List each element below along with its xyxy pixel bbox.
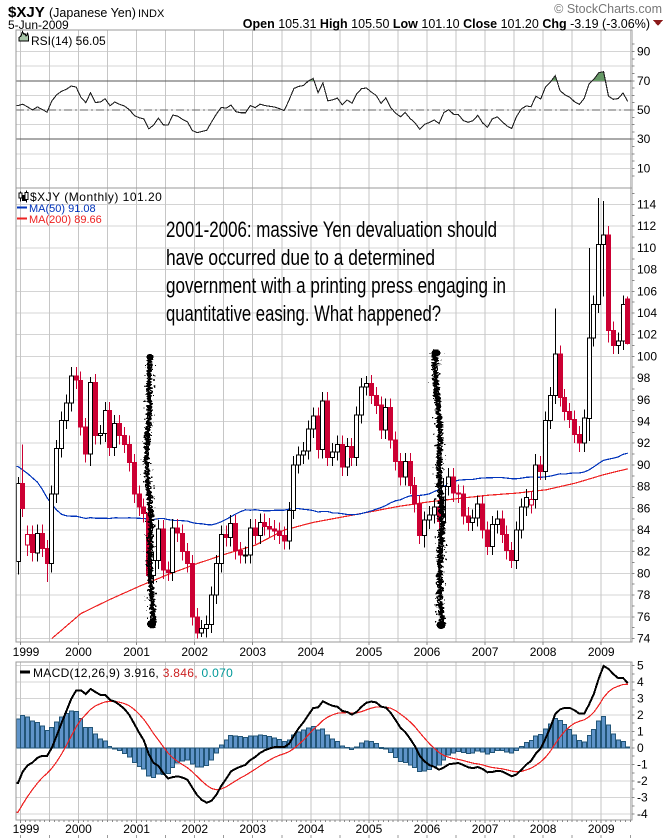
svg-text:90: 90 [637,458,651,472]
svg-text:2007: 2007 [472,645,499,659]
svg-text:2001-2006: massive Yen devalua: 2001-2006: massive Yen devaluation shoul… [166,217,497,242]
svg-text:74: 74 [637,632,651,646]
svg-text:2: 2 [637,708,644,722]
svg-text:112: 112 [637,219,656,233]
svg-text:108: 108 [637,263,657,277]
svg-text:102: 102 [637,328,657,342]
svg-text:1999: 1999 [13,645,40,659]
svg-text:110: 110 [637,241,656,255]
svg-text:$XJY: $XJY [8,4,45,21]
svg-text:2007: 2007 [472,822,499,836]
svg-text:MA(50) 91.08: MA(50) 91.08 [29,203,96,215]
svg-text:RSI(14) 56.05: RSI(14) 56.05 [31,34,106,48]
svg-text:88: 88 [637,480,651,494]
svg-text:$XJY (Monthly) 101.20: $XJY (Monthly) 101.20 [30,190,162,204]
svg-text:quantitative easing. What happ: quantitative easing. What happened? [166,301,441,326]
svg-text:1999: 1999 [13,822,40,836]
svg-text:96: 96 [637,393,651,407]
svg-text:5: 5 [637,659,644,673]
svg-text:114: 114 [637,198,656,212]
svg-text:-3: -3 [637,791,648,805]
svg-text:-2: -2 [637,774,648,788]
svg-text:2003: 2003 [239,822,266,836]
svg-text:2001: 2001 [123,822,150,836]
svg-text:76: 76 [637,610,651,624]
svg-text:2006: 2006 [414,645,441,659]
svg-text:30: 30 [637,132,651,146]
svg-text:Open 105.31 High 105.50 Low 10: Open 105.31 High 105.50 Low 101.10 Close… [243,17,650,31]
svg-text:2000: 2000 [65,822,92,836]
svg-text:-1: -1 [637,758,648,772]
svg-text:106: 106 [637,284,657,298]
svg-text:104: 104 [637,306,657,320]
svg-text:78: 78 [637,588,651,602]
svg-text:50: 50 [637,103,651,117]
svg-text:2006: 2006 [414,822,441,836]
svg-text:2008: 2008 [530,822,557,836]
svg-text:2003: 2003 [239,645,266,659]
svg-text:2004: 2004 [297,645,324,659]
svg-text:98: 98 [637,371,651,385]
svg-text:2002: 2002 [181,645,208,659]
svg-text:4: 4 [637,675,644,689]
svg-text:3: 3 [637,692,644,706]
svg-text:2001: 2001 [123,645,150,659]
svg-text:2000: 2000 [65,645,92,659]
svg-text:government with a printing pre: government with a printing press engagin… [166,273,506,298]
svg-text:(Japanese Yen): (Japanese Yen) [49,6,136,20]
svg-text:© StockCharts.com: © StockCharts.com [554,2,662,16]
svg-text:0: 0 [637,741,644,755]
svg-text:2009: 2009 [588,645,615,659]
svg-text:82: 82 [637,545,651,559]
svg-text:80: 80 [637,566,651,580]
svg-text:2009: 2009 [588,822,615,836]
svg-text:have occurred due to a determi: have occurred due to a determined [166,245,435,270]
svg-text:100: 100 [637,349,657,363]
svg-text:70: 70 [637,74,651,88]
svg-text:86: 86 [637,501,651,515]
svg-text:10: 10 [637,162,651,176]
svg-text:INDX: INDX [138,8,165,20]
svg-text:92: 92 [637,436,651,450]
svg-text:1: 1 [637,725,644,739]
svg-text:-4: -4 [637,807,648,821]
svg-text:2005: 2005 [356,822,383,836]
svg-text:2002: 2002 [181,822,208,836]
svg-text:90: 90 [637,45,651,59]
svg-text:2005: 2005 [356,645,383,659]
svg-text:MA(200) 89.66: MA(200) 89.66 [29,214,102,226]
svg-text:2004: 2004 [297,822,324,836]
svg-text:5-Jun-2009: 5-Jun-2009 [8,18,69,32]
svg-text:2008: 2008 [530,645,557,659]
svg-text:94: 94 [637,415,651,429]
svg-text:84: 84 [637,523,651,537]
svg-text:MACD(12,26,9) 3.916, 3.846, 0.: MACD(12,26,9) 3.916, 3.846, 0.070 [33,666,233,680]
